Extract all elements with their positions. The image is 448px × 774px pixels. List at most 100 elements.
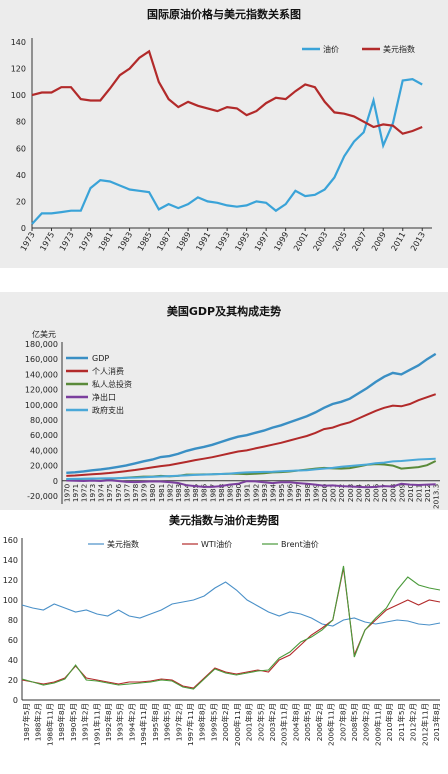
y-tick-label: 80	[8, 616, 18, 625]
series-line-government	[66, 457, 436, 480]
series-line-dollar-index	[21, 581, 441, 627]
x-tick-label: 2005	[363, 484, 372, 502]
x-tick-label: 1992	[251, 484, 260, 502]
x-tick-label: 1993	[214, 231, 232, 253]
x-tick-label: 2001	[292, 231, 310, 253]
x-tick-label: 1994	[268, 483, 277, 502]
x-tick-label: 1991年2月	[81, 703, 90, 741]
y-tick-label: 100	[3, 596, 18, 605]
y-tick-label: 40,000	[30, 446, 58, 455]
x-tick-label: 1995年8月	[151, 703, 160, 741]
x-tick-label: 1991年11月	[92, 703, 101, 746]
unit-label: 亿美元	[32, 329, 56, 339]
x-tick-label: 1975	[38, 231, 56, 253]
legend-label: 政府支出	[92, 405, 124, 415]
x-tick-label: 1989	[226, 483, 235, 502]
oil-dollar-chart-panel: 国际原油价格与美元指数关系图 0 20 40 60 80 100 120 140 1973 1975…	[0, 0, 448, 268]
x-tick-label: 1998年8月	[198, 703, 207, 741]
chart-title: 美国GDP及其构成走势	[167, 304, 281, 318]
x-tick-label: 2011年5月	[397, 703, 406, 741]
y-tick-label: 40	[8, 656, 18, 665]
x-tick-label: 2009	[370, 231, 388, 253]
y-tick-label: 20,000	[30, 462, 58, 471]
y-tick-label: 0	[53, 477, 58, 486]
x-tick-label: 2000年2月	[221, 703, 230, 741]
x-tick-label: 1995	[233, 231, 251, 253]
x-tick-label: 2002年5月	[256, 703, 265, 741]
x-tick-label: 1997	[294, 484, 303, 502]
x-tick-label: 2012年11月	[420, 703, 429, 746]
x-tick-label: 1991	[243, 484, 252, 502]
x-tick-label: 1996	[286, 483, 295, 502]
y-tick-label: 60	[16, 144, 26, 153]
x-tick-label: 1975	[105, 484, 114, 502]
x-tick-label: 1999年5月	[209, 703, 218, 741]
x-tick-label: 1998	[303, 483, 312, 502]
legend-label: 美元指数	[383, 44, 415, 54]
x-tick-label: 2007年8月	[338, 703, 347, 741]
y-tick-label: 140	[3, 556, 18, 565]
x-tick-label: 2003年2月	[268, 703, 277, 741]
x-tick-label: 2006年2月	[315, 703, 324, 741]
x-tick-label: 1988	[217, 483, 226, 502]
x-tick-label: 2007	[380, 484, 389, 502]
x-tick-label: 2000年11月	[233, 703, 242, 746]
x-tick-label: 1999	[311, 483, 320, 502]
y-tick-label: 80	[16, 118, 26, 127]
x-tick-label: 1984	[183, 483, 192, 502]
x-tick-label: 1979	[77, 231, 95, 253]
y-tick-label: 120,000	[25, 386, 58, 395]
x-tick-label: 2007	[350, 231, 368, 253]
x-tick-label: 1988年11月	[45, 703, 54, 746]
x-tick-label: 1993年5月	[116, 703, 125, 741]
x-tick-label: 2004年8月	[291, 703, 300, 741]
y-tick-label: 100,000	[25, 401, 58, 410]
x-tick-label: 1996年5月	[163, 703, 172, 741]
x-tick-label: 2005年5月	[303, 703, 312, 741]
legend-label: Brent油价	[281, 539, 319, 549]
y-tick-label: 100	[11, 91, 26, 100]
x-tick-label: 1989年8月	[57, 703, 66, 741]
y-tick-label: 80,000	[30, 416, 58, 425]
x-tick-label: 2001	[329, 484, 338, 502]
x-tick-label: 1982	[165, 484, 174, 502]
x-tick-label: 1991	[194, 231, 212, 253]
x-tick-label: 2000	[320, 483, 329, 502]
x-tick-label: 1979	[140, 483, 149, 502]
x-tick-label: 2012年2月	[409, 703, 418, 741]
y-tick-label: 0	[21, 224, 26, 233]
legend-label: 净出口	[92, 392, 116, 402]
y-tick-label: 180,000	[25, 340, 58, 349]
x-tick-label: 2013年8月	[432, 703, 441, 741]
series-line-net-export	[66, 479, 436, 489]
x-tick-label: 1993	[260, 484, 269, 502]
x-tick-label: 1980	[148, 483, 157, 502]
x-tick-label: 2012	[423, 484, 432, 502]
x-tick-label: 1983	[116, 231, 134, 253]
x-tick-label: 1999	[272, 231, 290, 253]
x-tick-label: 2013	[409, 231, 427, 253]
y-tick-label: 40	[16, 171, 26, 180]
y-tick-label: 140,000	[25, 370, 58, 379]
y-tick-label: 0	[13, 696, 18, 705]
chart-title: 国际原油价格与美元指数关系图	[147, 7, 301, 21]
gdp-chart-panel: 美国GDP及其构成走势 亿美元 -20,000 0 20,000 40,000 60,000…	[0, 292, 448, 510]
y-tick-label: 60,000	[30, 431, 58, 440]
x-tick-label: 2010	[406, 483, 415, 502]
x-tick-label: 1973	[88, 484, 97, 502]
x-tick-label: 2006年11月	[327, 703, 336, 746]
legend-label: 私人总投资	[92, 379, 132, 389]
x-tick-label: 1978	[131, 483, 140, 502]
x-tick-label: 1987	[155, 231, 173, 253]
x-tick-label: 1994年11月	[139, 703, 148, 746]
x-tick-label: 2009	[397, 483, 406, 502]
x-tick-label: 1972	[79, 484, 88, 502]
x-tick-label: 1989	[175, 231, 193, 253]
x-tick-label: 1985	[191, 484, 200, 502]
chart-title: 美元指数与油价走势图	[169, 513, 279, 527]
x-tick-label: 2003年11月	[280, 703, 289, 746]
x-tick-label: 1983	[174, 484, 183, 502]
x-tick-label: 1977	[122, 484, 131, 502]
x-tick-label: 2002	[337, 484, 346, 502]
